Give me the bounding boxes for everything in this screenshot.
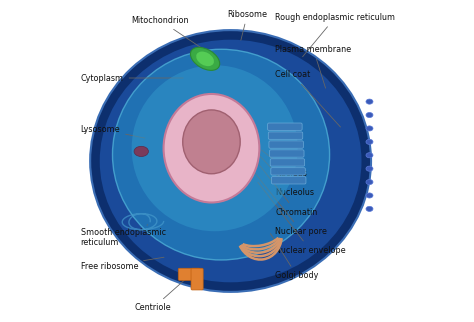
- FancyBboxPatch shape: [270, 159, 305, 166]
- Text: Chromatin: Chromatin: [258, 163, 318, 217]
- Text: Nuclear envelope: Nuclear envelope: [258, 182, 346, 255]
- Text: Nuclear pore: Nuclear pore: [255, 173, 327, 236]
- Text: Mitochondrion: Mitochondrion: [132, 16, 206, 51]
- Ellipse shape: [366, 179, 373, 185]
- FancyBboxPatch shape: [268, 123, 302, 130]
- Text: Plasma membrane: Plasma membrane: [275, 45, 351, 88]
- Ellipse shape: [366, 193, 373, 198]
- Text: Nucleus: Nucleus: [262, 150, 307, 178]
- FancyBboxPatch shape: [271, 168, 305, 175]
- Text: Free ribosome: Free ribosome: [81, 257, 164, 271]
- Ellipse shape: [366, 99, 373, 104]
- Ellipse shape: [196, 52, 214, 66]
- Ellipse shape: [90, 30, 371, 292]
- Text: Cytoplasm: Cytoplasm: [81, 73, 183, 82]
- Text: Rough endoplasmic reticulum: Rough endoplasmic reticulum: [275, 13, 395, 57]
- FancyBboxPatch shape: [191, 268, 203, 290]
- Ellipse shape: [112, 49, 329, 260]
- FancyBboxPatch shape: [270, 150, 304, 157]
- Ellipse shape: [366, 139, 373, 144]
- Text: Ribosome: Ribosome: [228, 10, 267, 40]
- FancyBboxPatch shape: [268, 132, 303, 139]
- Ellipse shape: [366, 153, 373, 158]
- Text: Centriole: Centriole: [135, 278, 187, 312]
- Ellipse shape: [366, 126, 373, 131]
- Ellipse shape: [164, 94, 259, 203]
- Ellipse shape: [132, 65, 298, 231]
- Text: Cell coat: Cell coat: [275, 70, 340, 127]
- FancyBboxPatch shape: [272, 177, 306, 184]
- Ellipse shape: [100, 40, 362, 282]
- Text: Smooth endoplasmic
reticulum: Smooth endoplasmic reticulum: [81, 225, 166, 247]
- Ellipse shape: [191, 47, 220, 71]
- Ellipse shape: [366, 166, 373, 171]
- Ellipse shape: [183, 110, 240, 174]
- FancyBboxPatch shape: [178, 268, 200, 280]
- Text: Lysosome: Lysosome: [81, 125, 145, 138]
- Text: Golgi body: Golgi body: [270, 233, 319, 280]
- Text: Nucleolus: Nucleolus: [246, 141, 314, 197]
- Ellipse shape: [134, 146, 148, 156]
- Ellipse shape: [366, 112, 373, 118]
- FancyBboxPatch shape: [269, 141, 303, 148]
- Ellipse shape: [366, 206, 373, 212]
